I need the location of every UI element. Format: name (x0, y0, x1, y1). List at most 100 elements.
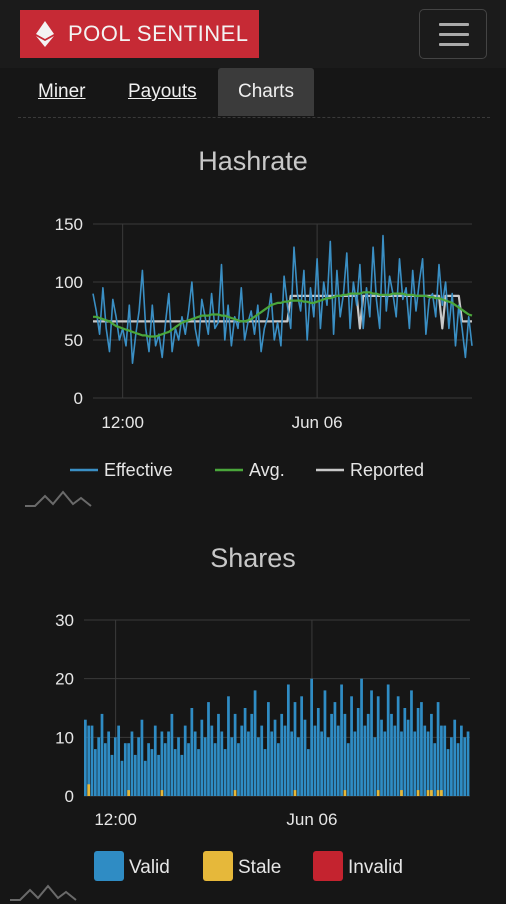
shares-bar-valid (230, 737, 234, 796)
shares-bar-valid (450, 737, 453, 796)
shares-bar-valid (123, 743, 127, 796)
shares-bar-valid (190, 708, 194, 796)
shares-bar-valid (466, 731, 470, 796)
shares-bar-valid (440, 725, 443, 796)
hashrate-y-tick-label: 100 (55, 273, 83, 292)
shares-bar-valid (463, 737, 467, 796)
shares-bar-valid (90, 725, 94, 796)
shares-bar-valid (330, 713, 333, 796)
shares-x-tick-label: 12:00 (94, 810, 137, 829)
shares-bar-stale (440, 790, 443, 796)
shares-bar-valid (120, 760, 124, 796)
shares-bar-stale (293, 790, 297, 796)
shares-bar-valid (87, 725, 91, 796)
shares-bar-valid (84, 719, 87, 796)
shares-bar-valid (380, 719, 383, 796)
shares-bar-valid (286, 684, 290, 796)
shares-bar-valid (160, 731, 164, 796)
shares-x-tick-label: Jun 06 (286, 810, 337, 829)
shares-legend-swatch (203, 851, 233, 881)
mountain-logo-icon (10, 884, 77, 901)
shares-bar-valid (183, 725, 187, 796)
shares-bar-valid (363, 725, 367, 796)
shares-bar-stale (343, 790, 347, 796)
shares-bar-valid (117, 725, 121, 796)
shares-bar-stale (233, 790, 237, 796)
hashrate-x-tick-label: 12:00 (101, 413, 144, 432)
shares-bar-valid (316, 708, 320, 796)
shares-bar-valid (293, 702, 297, 796)
shares-bar-valid (227, 696, 230, 796)
shares-bar-valid (290, 731, 294, 796)
shares-bar-valid (223, 749, 227, 796)
shares-bar-valid (410, 690, 413, 796)
hashrate-x-tick-label: Jun 06 (292, 413, 343, 432)
shares-bar-valid (453, 719, 457, 796)
shares-bar-valid (356, 708, 360, 796)
shares-bar-valid (110, 754, 114, 796)
shares-bar-valid (370, 690, 373, 796)
mountain-logo-icon (25, 490, 92, 507)
shares-bar-valid (400, 731, 403, 796)
shares-bar-valid (273, 719, 277, 796)
shares-bar-valid (153, 725, 157, 796)
shares-bar-valid (403, 708, 407, 796)
shares-bar-valid (396, 696, 400, 796)
shares-bar-valid (346, 743, 350, 796)
hashrate-chart: 0 50 100 150 12:00 Jun 06 Effective Avg. Reporte… (55, 215, 473, 480)
shares-bar-valid (107, 731, 111, 796)
tab-miner[interactable]: Miner (38, 81, 86, 102)
shares-bar-valid (277, 743, 280, 796)
hashrate-y-tick-label: 0 (74, 389, 83, 408)
shares-bar-stale (160, 790, 164, 796)
shares-bar-valid (300, 696, 304, 796)
hashrate-series-avg-line (93, 291, 473, 338)
shares-chart: 0 10 20 30 12:00 Jun 06 Valid Stale Invalid (55, 611, 470, 881)
shares-bar-valid (373, 737, 377, 796)
shares-bar-valid (306, 749, 310, 796)
shares-bar-valid (250, 713, 254, 796)
top-navbar: POOL SENTINEL (0, 0, 506, 68)
ethereum-diamond-icon (36, 21, 54, 47)
hamburger-menu-button[interactable] (419, 9, 487, 59)
shares-bar-valid (353, 731, 357, 796)
shares-bar-stale (436, 790, 440, 796)
shares-legend-label: Invalid (348, 857, 403, 878)
brand-name: POOL SENTINEL (68, 21, 249, 46)
shares-bar-valid (383, 731, 387, 796)
tab-payouts[interactable]: Payouts (128, 81, 197, 102)
shares-bar-valid (143, 760, 147, 796)
shares-bar-valid (197, 749, 200, 796)
shares-bar-valid (140, 719, 144, 796)
shares-bar-valid (163, 743, 167, 796)
shares-bar-valid (217, 713, 220, 796)
hashrate-legend-label: Reported (350, 460, 424, 480)
shares-bar-valid (333, 702, 337, 796)
shares-bar-valid (267, 702, 270, 796)
shares-bar-valid (270, 731, 274, 796)
shares-bar-valid (413, 731, 417, 796)
shares-bar-valid (386, 684, 390, 796)
shares-bar-stale (127, 790, 130, 796)
shares-bar-valid (406, 719, 410, 796)
shares-bar-valid (420, 702, 423, 796)
shares-bar-stale (430, 790, 433, 796)
shares-bar-valid (376, 696, 380, 796)
shares-bar-valid (177, 737, 180, 796)
shares-bar-valid (93, 749, 97, 796)
shares-bar-valid (257, 737, 260, 796)
tab-divider (18, 117, 490, 118)
shares-bar-stale (376, 790, 380, 796)
shares-bar-valid (340, 684, 343, 796)
shares-bar-valid (237, 743, 240, 796)
shares-bar-valid (253, 690, 257, 796)
shares-bar-valid (430, 713, 433, 796)
shares-bar-valid (150, 749, 154, 796)
shares-bar-valid (180, 754, 184, 796)
shares-bar-valid (103, 743, 107, 796)
shares-bar-valid (220, 731, 224, 796)
shares-bar-valid (147, 743, 150, 796)
shares-bar-valid (157, 754, 160, 796)
brand-logo[interactable]: POOL SENTINEL (20, 10, 259, 58)
tab-charts[interactable]: Charts (218, 68, 314, 116)
